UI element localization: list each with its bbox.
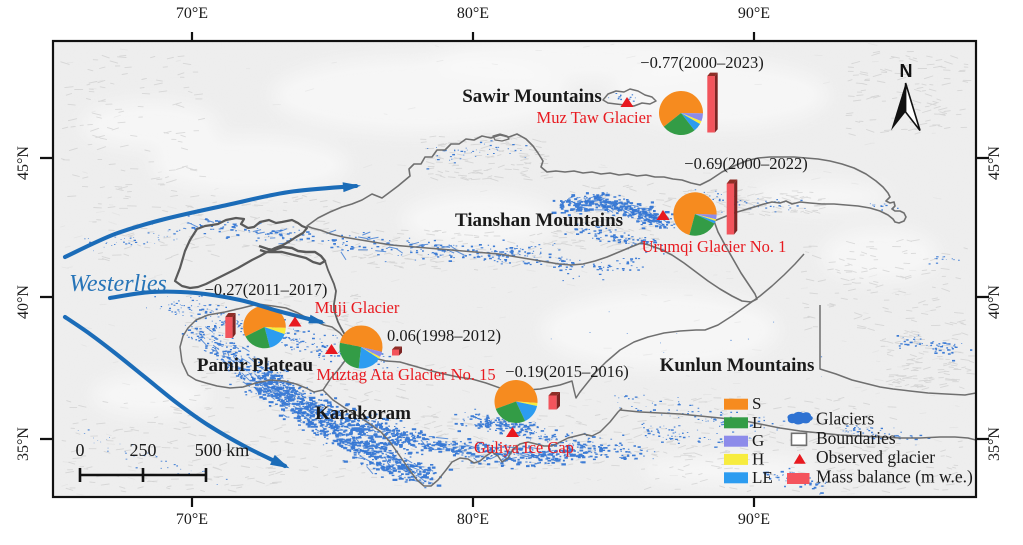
svg-text:Sawir Mountains: Sawir Mountains <box>462 86 602 107</box>
svg-text:Boundaries: Boundaries <box>816 428 896 448</box>
svg-text:90°E: 90°E <box>738 511 770 528</box>
svg-text:Westerlies: Westerlies <box>69 271 167 297</box>
svg-text:Urumqi Glacier No. 1: Urumqi Glacier No. 1 <box>642 237 787 256</box>
svg-text:Karakoram: Karakoram <box>315 403 411 424</box>
svg-text:0.06(1998–2012): 0.06(1998–2012) <box>387 326 501 345</box>
svg-text:35°N: 35°N <box>986 427 1003 461</box>
svg-text:−0.69(2000–2022): −0.69(2000–2022) <box>684 154 807 173</box>
svg-text:Kunlun Mountains: Kunlun Mountains <box>660 355 815 376</box>
svg-text:S: S <box>752 394 761 413</box>
svg-text:90°E: 90°E <box>738 5 770 22</box>
svg-text:Guliya Ice Cap: Guliya Ice Cap <box>474 438 574 457</box>
svg-text:70°E: 70°E <box>176 511 208 528</box>
svg-text:Glaciers: Glaciers <box>816 409 874 429</box>
svg-text:−0.27(2011–2017): −0.27(2011–2017) <box>205 280 328 299</box>
svg-text:−0.77(2000–2023): −0.77(2000–2023) <box>640 53 763 72</box>
svg-text:H: H <box>752 449 764 468</box>
svg-text:Pamir Plateau: Pamir Plateau <box>197 355 314 376</box>
svg-text:80°E: 80°E <box>457 511 489 528</box>
svg-text:Muz Taw Glacier: Muz Taw Glacier <box>537 108 652 127</box>
svg-text:Tianshan Mountains: Tianshan Mountains <box>455 210 623 231</box>
svg-text:40°N: 40°N <box>986 285 1003 319</box>
svg-text:0: 0 <box>76 440 85 460</box>
svg-text:Mass balance (m w.e.): Mass balance (m w.e.) <box>816 467 973 487</box>
svg-text:N: N <box>900 61 913 81</box>
svg-text:40°N: 40°N <box>15 285 32 319</box>
svg-text:80°E: 80°E <box>457 5 489 22</box>
svg-text:70°E: 70°E <box>176 5 208 22</box>
svg-text:35°N: 35°N <box>15 427 32 461</box>
svg-text:G: G <box>752 431 764 450</box>
svg-text:45°N: 45°N <box>986 146 1003 180</box>
svg-text:250: 250 <box>130 440 157 460</box>
svg-text:Observed glacier: Observed glacier <box>816 447 935 467</box>
svg-text:−0.19(2015–2016): −0.19(2015–2016) <box>505 362 628 381</box>
svg-text:LE: LE <box>752 468 773 487</box>
svg-text:Muztag Ata Glacier No. 15: Muztag Ata Glacier No. 15 <box>316 365 495 384</box>
svg-text:45°N: 45°N <box>15 146 32 180</box>
svg-text:Muji Glacier: Muji Glacier <box>315 298 400 317</box>
svg-text:500 km: 500 km <box>195 440 250 460</box>
svg-text:L: L <box>752 413 762 432</box>
